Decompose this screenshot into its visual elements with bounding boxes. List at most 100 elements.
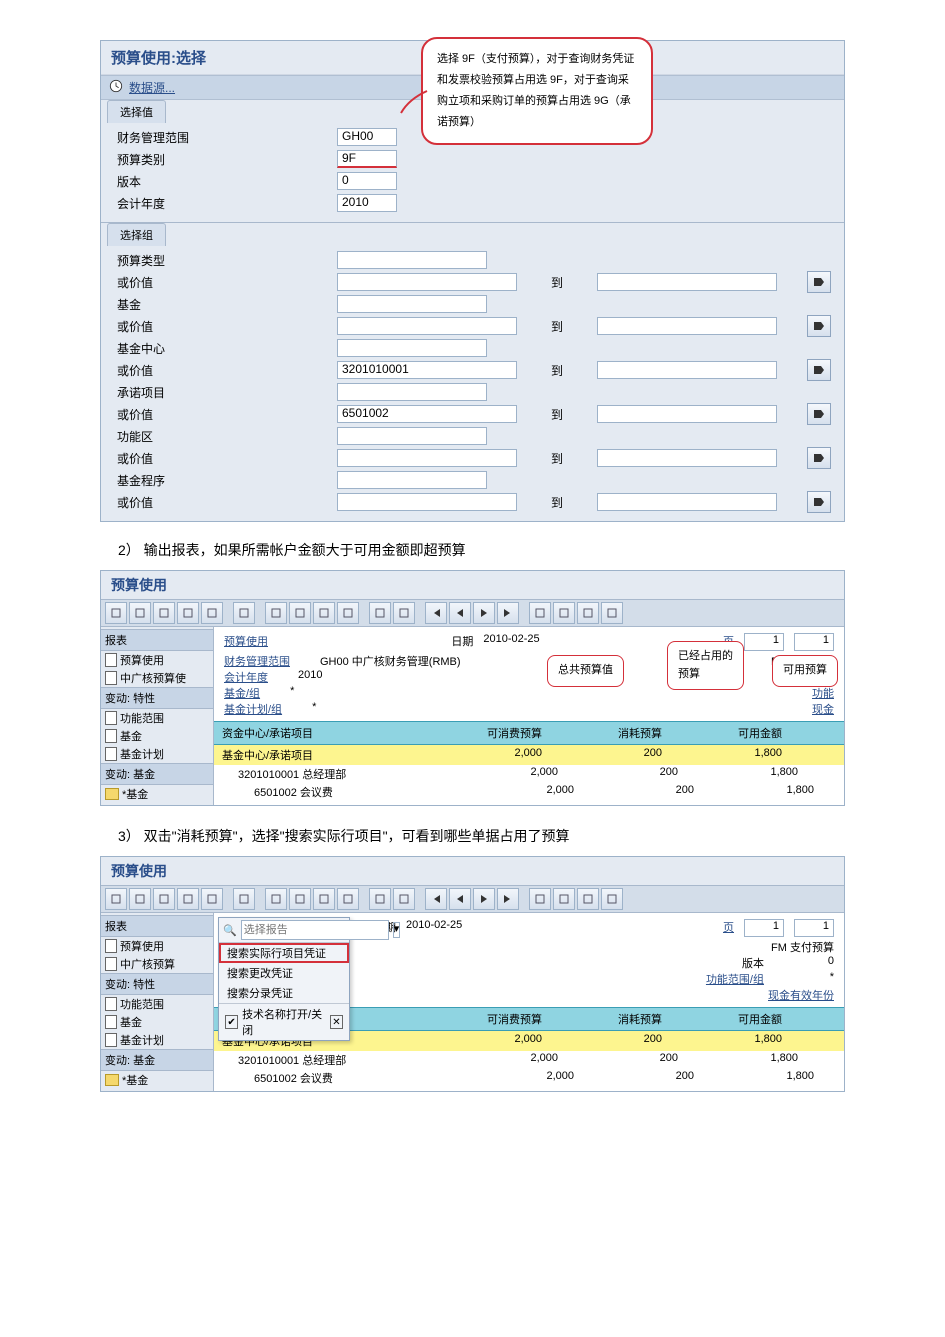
toolbar-list-button[interactable] bbox=[393, 888, 415, 910]
sidebar-item[interactable]: 预算使用 bbox=[101, 651, 213, 669]
sidebar-item[interactable]: 基金计划 bbox=[101, 1031, 213, 1049]
range-from-input[interactable] bbox=[337, 449, 517, 467]
toolbar-grid3-button[interactable] bbox=[601, 602, 623, 624]
fm-area-label[interactable]: 财务管理范围 bbox=[224, 653, 290, 669]
toolbar-disk-button[interactable] bbox=[177, 888, 199, 910]
funcgroup-label[interactable]: 功能范围/组 bbox=[706, 971, 764, 987]
range-to-input[interactable] bbox=[597, 273, 777, 291]
field-input[interactable] bbox=[337, 295, 487, 313]
toolbar-last-button[interactable] bbox=[497, 888, 519, 910]
field-input[interactable]: 9F bbox=[337, 150, 397, 168]
range-from-input[interactable] bbox=[337, 273, 517, 291]
toolbar-sum-button[interactable] bbox=[337, 888, 359, 910]
page-from[interactable]: 1 bbox=[744, 633, 784, 651]
field-input[interactable]: 0 bbox=[337, 172, 397, 190]
toolbar-grid3-button[interactable] bbox=[601, 888, 623, 910]
toolbar-group-button[interactable] bbox=[369, 888, 391, 910]
sidebar-item[interactable]: 基金 bbox=[101, 727, 213, 745]
grid-row[interactable]: 6501002 会议费 2,000 200 1,800 bbox=[214, 1069, 844, 1087]
grid-row[interactable]: 6501002 会议费 2,000 200 1,800 bbox=[214, 783, 844, 801]
multi-select-button[interactable] bbox=[807, 359, 831, 381]
range-from-input[interactable] bbox=[337, 317, 517, 335]
checkbox-icon[interactable]: ✔ bbox=[225, 1015, 238, 1029]
toolbar-cols-button[interactable] bbox=[289, 888, 311, 910]
range-to-input[interactable] bbox=[597, 493, 777, 511]
sidebar-item[interactable]: 中广核预算 bbox=[101, 955, 213, 973]
ctx-search-input[interactable] bbox=[241, 920, 389, 940]
toolbar-filter-button[interactable] bbox=[233, 888, 255, 910]
dropdown-icon[interactable]: ▾ bbox=[393, 922, 401, 938]
toolbar-next-button[interactable] bbox=[473, 602, 495, 624]
sidebar-item[interactable]: 预算使用 bbox=[101, 937, 213, 955]
sidebar-item[interactable]: 功能范围 bbox=[101, 995, 213, 1013]
cash-label[interactable]: 现金 bbox=[812, 701, 834, 717]
sidebar-item[interactable]: 中广核预算使 bbox=[101, 669, 213, 687]
multi-select-button[interactable] bbox=[807, 447, 831, 469]
range-to-input[interactable] bbox=[597, 317, 777, 335]
datasource-button[interactable]: 数据源... bbox=[129, 79, 175, 96]
toolbar-tree-button[interactable] bbox=[265, 888, 287, 910]
range-from-input[interactable] bbox=[337, 493, 517, 511]
tab-select-values[interactable]: 选择值 bbox=[107, 100, 166, 123]
toolbar-doc-button[interactable] bbox=[105, 602, 127, 624]
sidebar-item[interactable]: 基金计划 bbox=[101, 745, 213, 763]
field-input[interactable]: 2010 bbox=[337, 194, 397, 212]
toolbar-filter-button[interactable] bbox=[233, 602, 255, 624]
sidebar-item[interactable]: 功能范围 bbox=[101, 709, 213, 727]
toolbar-chart-button[interactable] bbox=[529, 888, 551, 910]
toolbar-group-button[interactable] bbox=[369, 602, 391, 624]
toolbar-doc-button[interactable] bbox=[105, 888, 127, 910]
toolbar-prev-button[interactable] bbox=[449, 602, 471, 624]
range-from-input[interactable]: 3201010001 bbox=[337, 361, 517, 379]
toolbar-grid2-button[interactable] bbox=[577, 888, 599, 910]
toolbar-sum-button[interactable] bbox=[337, 602, 359, 624]
range-to-input[interactable] bbox=[597, 361, 777, 379]
toolbar-first-button[interactable] bbox=[425, 602, 447, 624]
field-input[interactable] bbox=[337, 471, 487, 489]
toolbar-grid-button[interactable] bbox=[153, 602, 175, 624]
multi-select-button[interactable] bbox=[807, 271, 831, 293]
toolbar-excel-button[interactable] bbox=[201, 602, 223, 624]
cashyear-label[interactable]: 现金有效年份 bbox=[768, 987, 834, 1003]
toolbar-first-button[interactable] bbox=[425, 888, 447, 910]
page-from[interactable]: 1 bbox=[744, 919, 784, 937]
sidebar-item[interactable]: *基金 bbox=[101, 1071, 213, 1089]
toolbar-last-button[interactable] bbox=[497, 602, 519, 624]
multi-select-button[interactable] bbox=[807, 491, 831, 513]
toolbar-grid-button[interactable] bbox=[129, 602, 151, 624]
field-input[interactable] bbox=[337, 339, 487, 357]
ctx-menu-item[interactable]: 搜索实际行项目凭证 bbox=[219, 943, 349, 963]
func-label[interactable]: 功能 bbox=[812, 685, 834, 701]
ctx-menu-item[interactable]: 搜索更改凭证 bbox=[219, 963, 349, 983]
field-input[interactable] bbox=[337, 427, 487, 445]
field-input[interactable]: GH00 bbox=[337, 128, 397, 146]
toolbar-prev-button[interactable] bbox=[449, 888, 471, 910]
sidebar-item[interactable]: 基金 bbox=[101, 1013, 213, 1031]
field-input[interactable] bbox=[337, 383, 487, 401]
tab-select-groups[interactable]: 选择组 bbox=[107, 223, 166, 246]
grid-row[interactable]: 3201010001 总经理部 2,000 200 1,800 bbox=[214, 765, 844, 783]
range-to-input[interactable] bbox=[597, 405, 777, 423]
toolbar-grid-button[interactable] bbox=[129, 888, 151, 910]
toolbar-list-button[interactable] bbox=[393, 602, 415, 624]
grid-row[interactable]: 基金中心/承诺项目 2,000 200 1,800 bbox=[214, 745, 844, 765]
field-input[interactable] bbox=[337, 251, 487, 269]
toolbar-tri-button[interactable] bbox=[313, 602, 335, 624]
page-to[interactable]: 1 bbox=[794, 633, 834, 651]
close-icon[interactable]: ✕ bbox=[330, 1015, 343, 1029]
fundplan-label[interactable]: 基金计划/组 bbox=[224, 701, 282, 717]
toolbar-bars-button[interactable] bbox=[553, 602, 575, 624]
fy-label[interactable]: 会计年度 bbox=[224, 669, 268, 685]
grid-row[interactable]: 3201010001 总经理部 2,000 200 1,800 bbox=[214, 1051, 844, 1069]
toolbar-grid2-button[interactable] bbox=[577, 602, 599, 624]
page-to[interactable]: 1 bbox=[794, 919, 834, 937]
toolbar-tri-button[interactable] bbox=[313, 888, 335, 910]
toolbar-next-button[interactable] bbox=[473, 888, 495, 910]
toolbar-chart-button[interactable] bbox=[529, 602, 551, 624]
toolbar-cols-button[interactable] bbox=[289, 602, 311, 624]
multi-select-button[interactable] bbox=[807, 315, 831, 337]
ctx-menu-item[interactable]: 搜索分录凭证 bbox=[219, 983, 349, 1003]
multi-select-button[interactable] bbox=[807, 403, 831, 425]
toolbar-bars-button[interactable] bbox=[553, 888, 575, 910]
toolbar-grid-button[interactable] bbox=[153, 888, 175, 910]
